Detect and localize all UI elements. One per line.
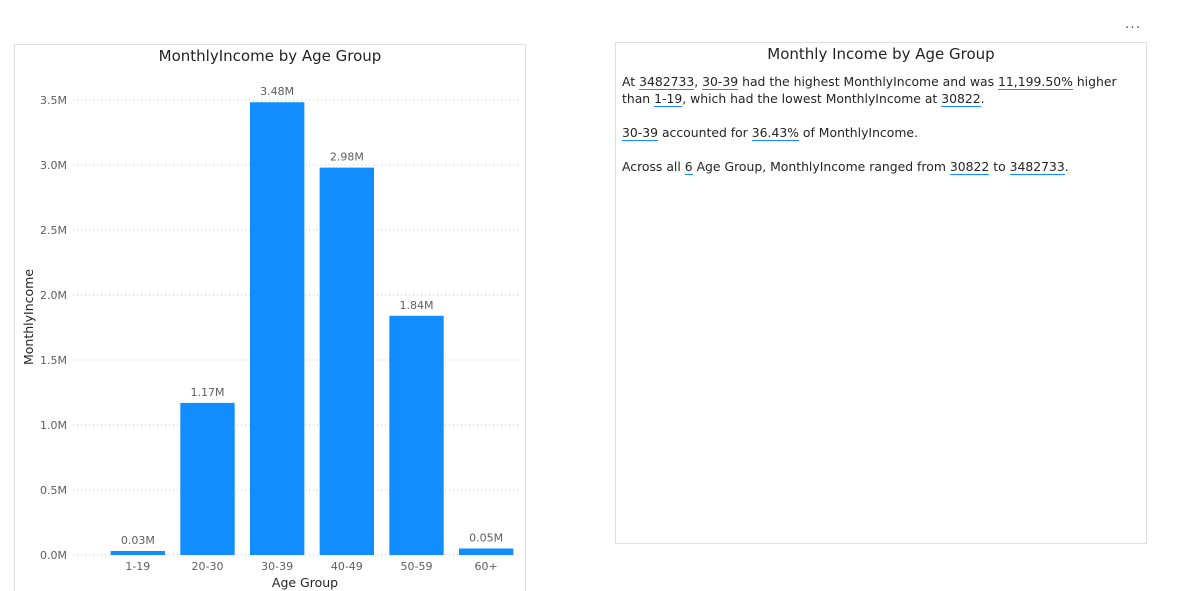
narrative-paragraph-2: 30-39 accounted for 36.43% of MonthlyInc…: [622, 124, 1140, 141]
more-options-icon[interactable]: ···: [1124, 20, 1142, 36]
chart-plot: 0.0M 0.5M 1.0M 1.5M 2.0M 2.5M 3.0M 3.5M 0.03M 1-1…: [21, 85, 521, 590]
y-tick-label: 3.0M: [40, 159, 67, 172]
narrative-body: At 3482733, 30-39 had the highest Monthl…: [616, 73, 1146, 175]
narrative-value[interactable]: 30822: [941, 91, 981, 107]
narrative-title: Monthly Income by Age Group: [767, 45, 995, 63]
data-label: 3.48M: [260, 85, 294, 98]
narrative-text: Across all: [622, 159, 685, 174]
data-label: 0.03M: [121, 534, 155, 547]
x-tick-label: 50-59: [401, 560, 433, 573]
x-tick-label: 1-19: [125, 560, 150, 573]
data-label: 1.17M: [191, 386, 225, 399]
data-label: 0.05M: [469, 532, 503, 545]
narrative-text: .: [980, 91, 985, 106]
y-tick-label: 1.0M: [40, 419, 67, 432]
x-tick-label: 30-39: [261, 560, 293, 573]
y-axis-title: MonthlyIncome: [21, 269, 36, 365]
narrative-text: of MonthlyIncome.: [798, 125, 918, 140]
chart-title: MonthlyIncome by Age Group: [158, 47, 382, 65]
bar[interactable]: [110, 550, 166, 555]
bar[interactable]: [389, 315, 444, 555]
narrative-text: At: [622, 74, 640, 89]
narrative-text: to: [989, 159, 1010, 174]
narrative-text: ,: [694, 74, 703, 89]
y-tick-label: 2.0M: [40, 289, 67, 302]
bar[interactable]: [319, 167, 375, 555]
y-tick-label: 0.5M: [40, 484, 67, 497]
x-tick-label: 40-49: [331, 560, 363, 573]
y-tick-label: 0.0M: [40, 549, 67, 562]
smart-narrative-visual[interactable]: Monthly Income by Age Group At 3482733, …: [615, 42, 1147, 544]
data-label: 1.84M: [400, 299, 434, 312]
x-tick-label: 60+: [475, 560, 498, 573]
narrative-value[interactable]: 3482733: [1009, 159, 1065, 175]
narrative-text: Age Group, MonthlyIncome ranged from: [692, 159, 950, 174]
narrative-value[interactable]: 11,199.50%: [998, 74, 1073, 90]
narrative-value[interactable]: 6: [684, 159, 693, 175]
narrative-text: , which had the lowest MonthlyIncome at: [682, 91, 942, 106]
narrative-value[interactable]: 1-19: [654, 91, 683, 107]
narrative-value[interactable]: 30-39: [702, 74, 739, 90]
bar[interactable]: [249, 102, 305, 556]
narrative-value[interactable]: 30-39: [622, 125, 659, 141]
narrative-text: higher than: [622, 74, 1117, 106]
narrative-value[interactable]: 36.43%: [751, 125, 799, 141]
y-tick-label: 2.5M: [40, 224, 67, 237]
narrative-value[interactable]: 3482733: [639, 74, 695, 90]
bar[interactable]: [458, 548, 514, 556]
narrative-text: accounted for: [658, 125, 752, 140]
x-tick-label: 20-30: [192, 560, 224, 573]
data-label: 2.98M: [330, 151, 364, 164]
column-chart-visual[interactable]: MonthlyIncome by Age Group 0.0M 0.5M 1.0M 1…: [14, 44, 526, 591]
narrative-text: .: [1064, 159, 1069, 174]
y-tick-label: 1.5M: [40, 354, 67, 367]
narrative-value[interactable]: 30822: [949, 159, 990, 175]
narrative-paragraph-1: At 3482733, 30-39 had the highest Monthl…: [622, 73, 1140, 107]
y-tick-label: 3.5M: [40, 94, 67, 107]
narrative-paragraph-3: Across all 6 Age Group, MonthlyIncome ra…: [622, 158, 1140, 175]
bar[interactable]: [180, 402, 235, 555]
x-axis-title: Age Group: [272, 575, 338, 590]
narrative-text: had the highest MonthlyIncome and was: [738, 74, 999, 89]
